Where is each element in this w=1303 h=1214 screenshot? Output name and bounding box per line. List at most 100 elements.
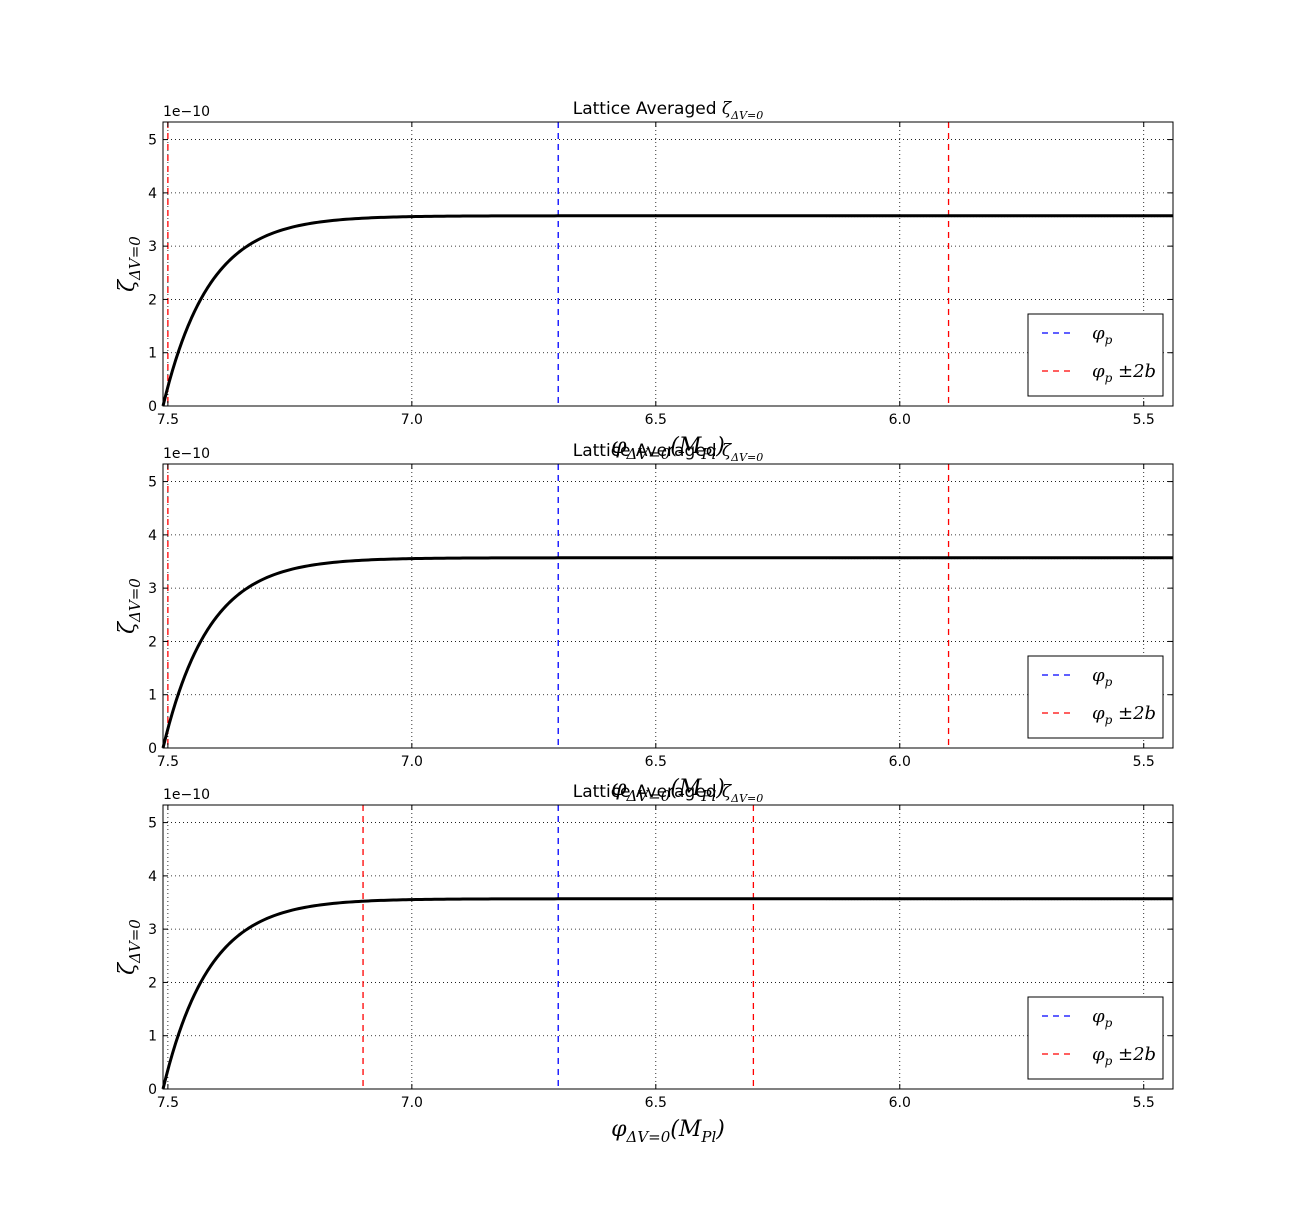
curve-sample-point: [831, 556, 835, 560]
curve-sample-point: [1018, 214, 1022, 218]
curve-sample-point: [1059, 214, 1063, 218]
curve-sample-point: [1150, 897, 1153, 901]
curve-sample-point: [1106, 556, 1109, 560]
curve-sample-point: [940, 556, 944, 560]
curve-sample-point: [1053, 214, 1056, 218]
curve-sample-point: [1018, 556, 1022, 560]
curve-sample-point: [962, 556, 966, 560]
curve-sample-point: [844, 214, 847, 218]
curve-sample-point: [1168, 556, 1172, 560]
curve-sample-point: [1131, 897, 1134, 901]
curve-sample-point: [975, 556, 978, 560]
curve-sample-point: [1031, 897, 1034, 901]
curve-sample-point: [915, 897, 919, 901]
curve-sample-point: [928, 897, 931, 901]
curve-sample-point: [1143, 897, 1147, 901]
curve-sample-point: [1012, 214, 1016, 218]
curve-sample-point: [1078, 556, 1081, 560]
curve-sample-point: [897, 214, 900, 218]
curve-sample-point: [1043, 897, 1047, 901]
curve-sample-point: [1075, 556, 1078, 560]
curve-sample-point: [1093, 556, 1097, 560]
y-offset-label: 1e−10: [163, 104, 210, 120]
curve-sample-point: [865, 556, 869, 560]
curve-sample-point: [1134, 214, 1138, 218]
curve-sample-point: [1012, 897, 1016, 901]
curve-sample-point: [1015, 214, 1019, 218]
y-tick-label: 2: [148, 634, 157, 650]
curve-sample-point: [1125, 556, 1128, 560]
curve-sample-point: [878, 214, 881, 218]
curve-sample-point: [872, 556, 875, 560]
curve-sample-point: [937, 214, 941, 218]
curve-sample-point: [1087, 556, 1091, 560]
curve-sample-point: [1034, 556, 1038, 560]
curve-sample-point: [825, 214, 828, 218]
curve-sample-point: [887, 556, 891, 560]
curve-sample-point: [1153, 897, 1156, 901]
curve-sample-point: [1009, 556, 1013, 560]
curve-sample-point: [890, 897, 894, 901]
curve-sample-point: [1140, 214, 1144, 218]
curve-sample-point: [959, 556, 963, 560]
curve-sample-point: [959, 214, 963, 218]
curve-sample-point: [1025, 214, 1028, 218]
curve-sample-point: [915, 214, 919, 218]
curve-sample-point: [1140, 897, 1144, 901]
curve-sample-point: [1034, 214, 1038, 218]
curve-sample-point: [1075, 897, 1078, 901]
curve-sample-point: [962, 897, 966, 901]
curve-sample-point: [1121, 214, 1125, 218]
curve-sample-point: [1100, 214, 1103, 218]
curve-sample-point: [859, 897, 863, 901]
y-tick-label: 3: [148, 581, 157, 597]
curve-sample-point: [853, 897, 856, 901]
legend-box: [1027, 655, 1164, 739]
curve-sample-point: [912, 897, 916, 901]
curve-sample-point: [1022, 556, 1025, 560]
curve-sample-point: [1103, 556, 1106, 560]
curve-sample-point: [1003, 214, 1006, 218]
curve-sample-point: [893, 897, 897, 901]
x-tick-label: 5.5: [1133, 1095, 1155, 1111]
curve-sample-point: [1096, 556, 1100, 560]
y-tick-label: 2: [148, 292, 157, 308]
curve-sample-point: [931, 556, 935, 560]
curve-sample-point: [844, 556, 847, 560]
curve-sample-point: [903, 556, 906, 560]
y-axis-label: ζΔV=0: [115, 236, 144, 292]
curve-sample-point: [943, 556, 947, 560]
x-tick-label: 6.5: [645, 1095, 667, 1111]
curve-sample-point: [1112, 556, 1116, 560]
curve-sample-point: [1115, 556, 1119, 560]
curve-sample-point: [990, 214, 994, 218]
curve-sample-point: [1115, 897, 1119, 901]
curve-sample-point: [912, 214, 916, 218]
curve-sample-point: [1131, 556, 1134, 560]
curve-sample-point: [1050, 214, 1053, 218]
curve-sample-point: [1137, 556, 1141, 560]
curve-sample-point: [972, 897, 975, 901]
curve-sample-point: [1028, 214, 1031, 218]
x-tick-label: 6.5: [645, 412, 667, 428]
curve-sample-point: [972, 214, 975, 218]
curve-sample-point: [837, 897, 841, 901]
curve-sample-point: [847, 556, 850, 560]
curve-sample-point: [1096, 214, 1100, 218]
curve-sample-point: [1090, 897, 1094, 901]
curve-sample-point: [1025, 556, 1028, 560]
curve-sample-point: [1103, 214, 1106, 218]
curve-sample-point: [1143, 556, 1147, 560]
curve-sample-point: [1040, 897, 1044, 901]
curve-sample-point: [878, 556, 881, 560]
curve-sample-point: [1009, 897, 1013, 901]
curve-sample-point: [865, 897, 869, 901]
y-tick-label: 5: [148, 133, 157, 149]
curve-sample-point: [828, 214, 831, 218]
curve-sample-point: [1131, 214, 1134, 218]
curve-sample-point: [1109, 214, 1113, 218]
curve-sample-point: [1009, 214, 1013, 218]
curve-sample-point: [1015, 897, 1019, 901]
